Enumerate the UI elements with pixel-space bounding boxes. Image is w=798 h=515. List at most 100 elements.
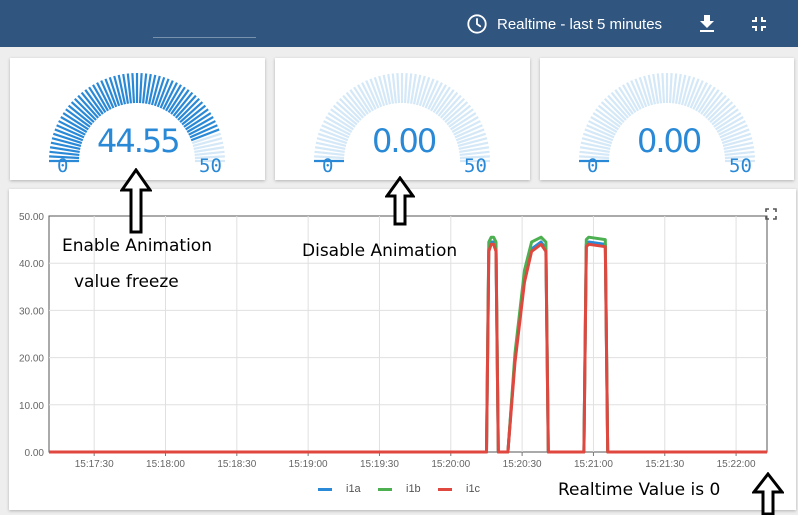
gauge-tick	[412, 74, 422, 105]
gauge-tick	[162, 82, 178, 110]
gauge-tick	[88, 86, 107, 113]
gauge-tick	[188, 120, 216, 136]
gauge-tick	[117, 74, 127, 105]
arrow-up-icon	[385, 176, 415, 226]
gauge-tick	[194, 155, 225, 160]
gauge-tick	[579, 146, 610, 154]
legend-label: i1b	[406, 483, 421, 495]
annotation-disable: Disable Animation	[302, 241, 458, 261]
gauge-tick	[455, 128, 485, 142]
gauge-tick	[181, 104, 207, 126]
gauge-2-value: 0.00	[372, 122, 437, 160]
exit-fullscreen-icon[interactable]	[747, 12, 771, 36]
gauge-tick	[454, 124, 483, 139]
download-icon[interactable]	[695, 12, 719, 36]
gauge-tick	[314, 146, 345, 154]
gauge-tick	[327, 112, 354, 131]
gauge-tick	[722, 137, 753, 148]
legend-item-i1a[interactable]: i1a	[318, 483, 361, 495]
gauge-tick	[582, 132, 613, 145]
gauge-tick	[603, 97, 627, 121]
gauge-tick	[319, 128, 349, 142]
gauge-tick	[704, 94, 727, 119]
gauge-tick	[316, 137, 347, 148]
gauge-1-value: 44.55	[97, 122, 181, 160]
gauge-tick	[323, 120, 351, 136]
gauge-tick	[126, 73, 133, 104]
legend-item-i1b[interactable]: i1b	[378, 483, 421, 495]
gauge-tick	[191, 132, 222, 145]
gauge-tick	[113, 75, 124, 106]
x-tick-label: 15:18:00	[146, 459, 185, 470]
gauge-tick	[190, 128, 220, 142]
gauge-tick	[668, 73, 673, 104]
gauge-tick	[579, 155, 610, 160]
gauge-tick	[450, 112, 477, 131]
gauge-tick	[700, 89, 720, 115]
gauge-tick	[365, 80, 380, 109]
gauge-2-arc	[314, 73, 490, 163]
gauge-tick	[138, 73, 143, 104]
gauge-tick	[424, 80, 439, 109]
gauge-tick	[186, 116, 214, 133]
gauge-tick	[581, 137, 612, 148]
gauge-tick	[165, 84, 182, 112]
y-tick-label: 0.00	[25, 448, 45, 459]
gauge-tick	[647, 74, 657, 105]
gauge-tick	[588, 120, 616, 136]
gauge-tick	[630, 80, 645, 109]
gauge-tick	[315, 141, 346, 151]
gauge-tick	[448, 108, 474, 128]
gauge-tick	[317, 132, 348, 145]
gauge-tick	[70, 101, 95, 124]
timewindow-button[interactable]: Realtime - last 5 minutes	[466, 11, 662, 37]
gauge-tick	[49, 150, 80, 157]
gauge-tick	[373, 76, 386, 107]
gauge-tick	[84, 89, 104, 115]
gauge-tick	[418, 76, 431, 107]
fullscreen-icon[interactable]	[765, 208, 777, 220]
gauge-tick	[618, 86, 637, 113]
gauge-3-value: 0.00	[637, 122, 702, 160]
x-tick-label: 15:19:30	[360, 459, 399, 470]
gauge-tick	[459, 146, 490, 154]
gauge-tick	[677, 74, 687, 105]
gauge-tick	[430, 84, 447, 112]
gauge-tick	[415, 75, 426, 106]
gauge-tick	[456, 132, 487, 145]
legend-item-i1c[interactable]: i1c	[438, 483, 480, 495]
gauge-tick	[707, 97, 731, 121]
gauge-tick	[159, 80, 174, 109]
gauge-tick	[446, 104, 472, 126]
gauge-tick	[167, 86, 186, 113]
gauge-tick	[92, 84, 109, 112]
gauge-3-min: 0	[587, 155, 599, 177]
gauge-tick	[709, 101, 734, 124]
arrow-up-icon	[752, 472, 784, 515]
gauge-tick	[321, 124, 350, 139]
gauge-tick	[607, 94, 630, 119]
y-tick-label: 10.00	[19, 401, 44, 412]
gauge-tick	[721, 132, 752, 145]
x-tick-label: 15:20:30	[503, 459, 542, 470]
gauge-tick	[718, 120, 746, 136]
gauge-tick	[382, 74, 392, 105]
gauge-tick	[634, 78, 648, 108]
gauge-tick	[680, 75, 691, 106]
gauge-tick	[194, 146, 225, 154]
gauge-tick	[144, 73, 152, 104]
gauge-tick	[369, 78, 383, 108]
gauge-card-1: 44.55 0 50	[10, 58, 265, 180]
gauge-tick	[661, 73, 666, 104]
gauge-2-min: 0	[322, 155, 334, 177]
gauge-tick	[595, 108, 621, 128]
gauge-tick	[686, 78, 700, 108]
gauge-tick	[656, 73, 663, 104]
gauge-tick	[193, 141, 224, 151]
gauge-tick	[652, 73, 660, 104]
x-tick-label: 15:21:30	[645, 459, 684, 470]
gauge-tick	[60, 116, 88, 133]
gauge-tick	[77, 94, 100, 119]
clock-icon	[467, 14, 487, 34]
